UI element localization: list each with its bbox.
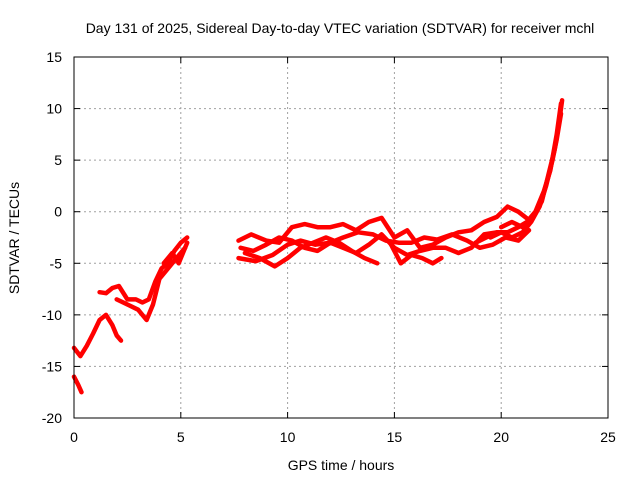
- axis-ticks: [73, 56, 609, 419]
- y-tick-label: 15: [46, 49, 62, 65]
- data-series: [71, 98, 565, 395]
- series-early-short: [71, 374, 84, 395]
- x-tick-labels: 0 5 10 15 20 25: [70, 429, 616, 445]
- y-tick-label: -5: [50, 255, 63, 271]
- x-tick-label: 20: [493, 429, 509, 445]
- series-early-track-3: [114, 245, 188, 323]
- series-early-track-1: [71, 312, 124, 359]
- y-tick-label: 5: [54, 152, 62, 168]
- y-tick-label: -20: [42, 410, 62, 426]
- plot-frame: [73, 56, 609, 419]
- x-tick-label: 10: [280, 429, 296, 445]
- y-tick-label: 10: [46, 101, 62, 117]
- y-tick-label: 0: [54, 204, 62, 220]
- series-mid-track-3: [238, 230, 500, 258]
- y-axis-label: SDTVAR / TECUs: [6, 182, 22, 294]
- x-tick-label: 25: [600, 429, 616, 445]
- y-tick-label: -10: [42, 307, 62, 323]
- x-tick-label: 15: [387, 429, 403, 445]
- series-mid-track-4: [242, 235, 380, 269]
- x-axis-label: GPS time / hours: [288, 457, 395, 473]
- series-late-track-3: [498, 98, 565, 230]
- series-mid-track-2: [236, 204, 532, 251]
- x-tick-label: 5: [177, 429, 185, 445]
- y-tick-labels: -20 -15 -10 -5 0 5 10 15: [42, 49, 62, 426]
- chart-title: Day 131 of 2025, Sidereal Day-to-day VTE…: [86, 20, 595, 36]
- y-tick-label: -15: [42, 358, 62, 374]
- series-mid-track-5: [387, 240, 444, 266]
- series-early-track-4: [161, 240, 190, 266]
- x-tick-label: 0: [70, 429, 78, 445]
